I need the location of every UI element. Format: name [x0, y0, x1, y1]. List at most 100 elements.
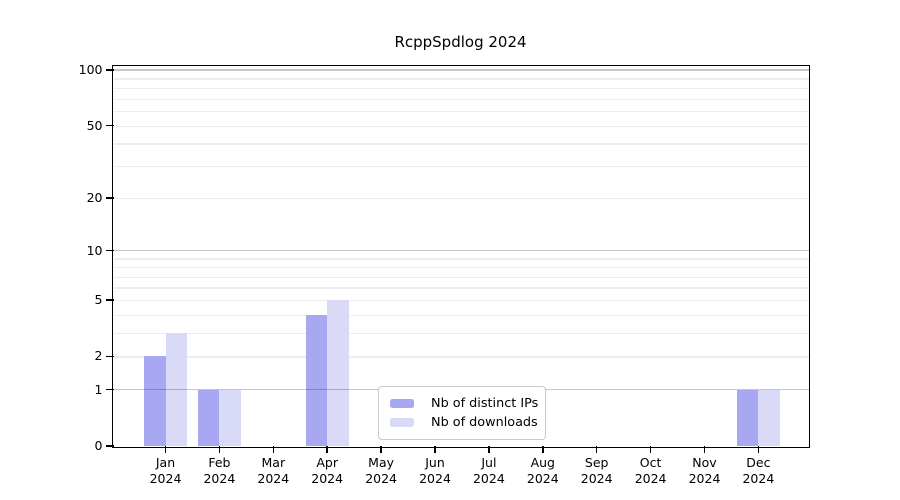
- x-axis-tick: [757, 446, 760, 453]
- bar-distinct-ips: [305, 314, 328, 446]
- legend: Nb of distinct IPs Nb of downloads: [378, 386, 546, 440]
- x-axis-tick: [218, 446, 221, 453]
- month-year: 2024: [742, 470, 775, 486]
- legend-label-distinct-ips: Nb of distinct IPs: [431, 396, 539, 411]
- month-year: 2024: [257, 470, 290, 486]
- month-name: Nov: [692, 455, 717, 470]
- y-axis-tick: [105, 355, 114, 358]
- gridline-major: [113, 69, 809, 71]
- x-axis-month-label: Aug 2024: [508, 455, 578, 486]
- x-axis-month-label: Jul 2024: [454, 455, 524, 486]
- x-axis-month-label: Oct 2024: [616, 455, 686, 486]
- x-axis-month-label: Apr 2024: [292, 455, 362, 486]
- gridline-minor: [113, 314, 809, 317]
- y-axis-tick-label: 20: [86, 189, 103, 205]
- x-axis-tick: [649, 446, 652, 453]
- x-axis-tick: [434, 446, 436, 453]
- legend-swatch-downloads: [390, 417, 414, 428]
- x-axis-tick: [595, 446, 598, 453]
- bar-downloads: [165, 333, 187, 446]
- gridline-minor: [113, 287, 809, 289]
- y-axis-tick-label: 10: [86, 242, 103, 258]
- y-axis-tick-label: 2: [94, 348, 103, 364]
- month-year: 2024: [311, 470, 344, 486]
- month-year: 2024: [149, 470, 182, 486]
- legend-label-downloads: Nb of downloads: [431, 415, 538, 430]
- x-axis-month-label: Jun 2024: [400, 455, 470, 486]
- gridline-minor: [113, 78, 809, 80]
- gridline-minor: [113, 276, 809, 278]
- x-axis-tick: [488, 446, 490, 453]
- y-axis-tick-label: 0: [94, 438, 103, 453]
- x-axis-month-label: May 2024: [346, 455, 416, 486]
- x-axis-month-label: Sep 2024: [562, 455, 632, 486]
- legend-entry-downloads: Nb of downloads: [390, 413, 538, 432]
- chart-title: RcppSpdlog 2024: [394, 33, 527, 51]
- bar-downloads: [327, 299, 349, 446]
- month-year: 2024: [634, 470, 667, 486]
- bar-distinct-ips: [197, 389, 220, 446]
- month-name: Jun: [425, 455, 445, 470]
- x-axis-tick: [164, 446, 167, 453]
- month-name: Mar: [261, 455, 286, 470]
- gridline-minor: [113, 333, 809, 335]
- bar-downloads: [758, 389, 780, 446]
- month-name: Jan: [155, 455, 176, 470]
- month-year: 2024: [688, 470, 721, 486]
- month-name: Dec: [746, 455, 771, 470]
- y-axis-tick: [105, 445, 114, 447]
- gridline-minor: [113, 356, 809, 358]
- gridline-minor: [113, 197, 809, 200]
- month-name: Oct: [639, 455, 662, 470]
- gridline-major: [113, 249, 809, 252]
- month-name: Aug: [530, 455, 555, 470]
- y-axis-tick-label: 1: [94, 381, 103, 397]
- x-axis-month-label: Feb 2024: [184, 455, 254, 486]
- y-axis-tick: [105, 69, 114, 71]
- month-name: Sep: [584, 455, 609, 470]
- x-axis-tick: [326, 446, 328, 453]
- x-axis-month-label: Dec 2024: [723, 455, 793, 486]
- bar-distinct-ips: [736, 389, 759, 446]
- month-year: 2024: [203, 470, 236, 486]
- x-axis-month-label: Mar 2024: [238, 455, 308, 486]
- y-axis-tick: [105, 197, 114, 199]
- y-axis-tick-label: 50: [86, 117, 103, 133]
- month-year: 2024: [580, 470, 613, 486]
- gridline-minor: [113, 258, 809, 260]
- month-name: Feb: [208, 455, 231, 470]
- gridline-minor: [113, 299, 809, 302]
- x-axis-tick: [542, 446, 544, 453]
- gridline-minor: [113, 143, 809, 145]
- gridline-minor: [113, 98, 809, 100]
- gridline-minor: [113, 125, 809, 127]
- x-axis-month-label: Nov 2024: [670, 455, 740, 486]
- y-axis-tick: [105, 299, 114, 301]
- month-year: 2024: [365, 470, 397, 486]
- gridline-minor: [113, 166, 809, 168]
- legend-entry-distinct-ips: Nb of distinct IPs: [390, 394, 539, 413]
- plot-area: 0 1 2 5 10 20 50 100 Jan 2024 Feb 2024 Mar 2024 Apr 202…: [79, 62, 810, 486]
- month-year: 2024: [526, 470, 559, 486]
- bar-distinct-ips: [144, 356, 166, 446]
- x-axis-tick: [703, 446, 706, 453]
- month-name: May: [368, 455, 395, 470]
- x-axis-tick: [272, 446, 275, 453]
- month-name: Apr: [316, 455, 338, 470]
- x-axis-month-label: Jan 2024: [131, 455, 201, 486]
- x-axis-tick: [380, 446, 382, 453]
- month-name: Jul: [481, 455, 497, 470]
- legend-swatch-distinct-ips: [390, 398, 414, 409]
- gridline-minor: [113, 87, 809, 90]
- gridline-minor: [113, 110, 809, 113]
- bar-downloads: [219, 389, 241, 446]
- gridline-minor: [113, 266, 809, 269]
- y-axis-tick: [105, 124, 114, 127]
- y-axis-tick: [105, 388, 114, 391]
- y-axis-tick: [105, 249, 114, 252]
- month-year: 2024: [419, 470, 451, 486]
- y-axis-tick-label: 5: [94, 291, 103, 307]
- month-year: 2024: [472, 470, 505, 486]
- y-axis-tick-label: 100: [78, 61, 103, 77]
